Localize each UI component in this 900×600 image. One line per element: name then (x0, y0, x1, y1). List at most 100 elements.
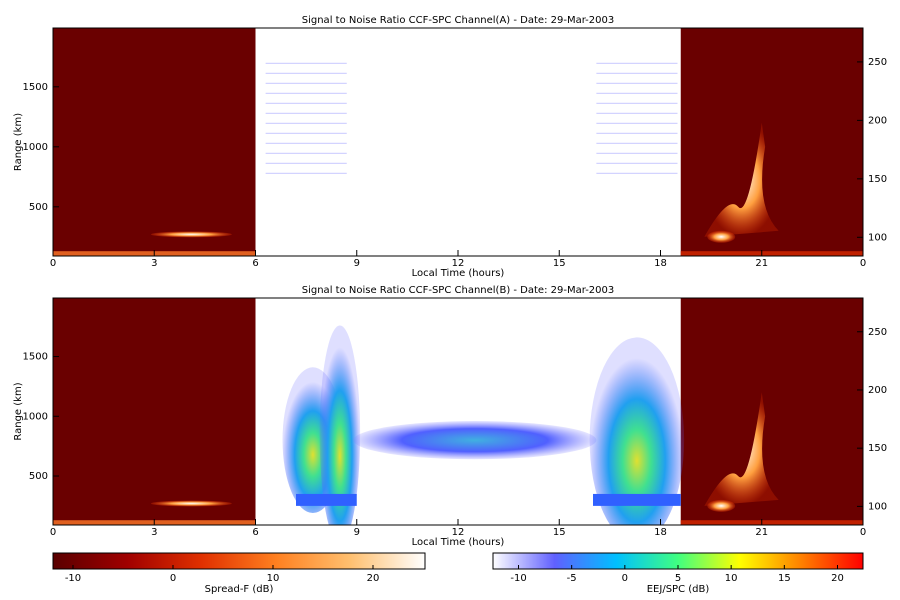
colorbar-fill (52, 552, 426, 570)
colorbar-tick-label: 10 (725, 573, 738, 584)
faint-echo (596, 122, 678, 124)
x-axis-label: Local Time (hours) (412, 537, 505, 548)
x-tick-label: 21 (755, 258, 768, 269)
faint-echo (596, 72, 678, 74)
bottom-layer (593, 493, 681, 506)
x-axis-label: Local Time (hours) (412, 268, 505, 279)
y-tick-label: 1000 (23, 411, 48, 422)
colorbar-tick-label: -5 (567, 573, 577, 584)
y2-tick-label: 150 (868, 443, 887, 454)
faint-echo (596, 132, 678, 134)
image (53, 298, 863, 525)
faint-echo (596, 112, 678, 114)
faint-echo (265, 122, 347, 124)
colorbar-tick-label: 0 (622, 573, 628, 584)
faint-echo (265, 102, 347, 104)
image (53, 28, 863, 256)
faint-echo (265, 172, 347, 174)
faint-echo (596, 92, 678, 94)
x-tick-label: 0 (50, 527, 56, 538)
evening-echo (704, 392, 779, 506)
x-tick-label: 3 (151, 258, 157, 269)
faint-echo (265, 72, 347, 74)
y-tick-label: 1000 (23, 142, 48, 153)
y2-tick-label: 100 (868, 501, 887, 512)
x-tick-label: 9 (354, 258, 360, 269)
colorbar-tick-label: 15 (778, 573, 791, 584)
panel: Signal to Noise Ratio CCF-SPC Channel(B)… (13, 285, 887, 548)
x-tick-label: 0 (50, 258, 56, 269)
y2-tick-label: 250 (868, 57, 887, 68)
y2-tick-label: 200 (868, 115, 887, 126)
colorbar-tick-label: -10 (65, 573, 81, 584)
x-tick-label: 15 (553, 527, 566, 538)
colorbar-tick-label: 20 (831, 573, 844, 584)
spread-f-region (53, 298, 256, 525)
y2-tick-label: 200 (868, 385, 887, 396)
colorbar-tick-label: -10 (510, 573, 526, 584)
title: Signal to Noise Ratio CCF-SPC Channel(A)… (302, 15, 614, 26)
x-tick-label: 9 (354, 527, 360, 538)
faint-echo (265, 132, 347, 134)
x-tick-label: 18 (654, 258, 667, 269)
title: Signal to Noise Ratio CCF-SPC Channel(B)… (302, 285, 615, 296)
spread-f-region (680, 28, 863, 256)
layer (353, 421, 597, 460)
faint-echo (596, 152, 678, 154)
echo-streak (150, 231, 232, 238)
colorbar-tick-label: 10 (267, 573, 280, 584)
faint-echo (596, 62, 678, 64)
faint-echo (265, 92, 347, 94)
colorbar-tick-label: 20 (367, 573, 380, 584)
x-tick-label: 6 (252, 258, 258, 269)
spread-f-region (680, 298, 863, 525)
bottom-layer (296, 493, 357, 506)
faint-echo (596, 162, 678, 164)
x-tick-label: 3 (151, 527, 157, 538)
colorbar: -10 0 10 20 Spread-F (dB) (52, 552, 426, 595)
x-tick-label: 15 (553, 258, 566, 269)
plume (589, 337, 685, 525)
evening-echo (707, 499, 736, 512)
y2-tick-label: 150 (868, 174, 887, 185)
colorbar-tick-label: 0 (170, 573, 176, 584)
y-tick-label: 500 (29, 202, 48, 213)
faint-echo (596, 172, 678, 174)
x-tick-label: 18 (654, 527, 667, 538)
y2-tick-label: 250 (868, 327, 887, 338)
echo-streak (150, 500, 232, 507)
y-tick-label: 1500 (23, 82, 48, 93)
faint-echo (596, 142, 678, 144)
plume (319, 325, 361, 525)
faint-echo (596, 102, 678, 104)
evening-echo (707, 230, 736, 243)
ground-echo (680, 520, 863, 525)
faint-echo (265, 152, 347, 154)
y-tick-label: 1500 (23, 352, 48, 363)
y-axis-label: Range (km) (13, 382, 24, 440)
faint-echo (596, 82, 678, 84)
colorbar-tick-label: 5 (675, 573, 681, 584)
x-tick-label: 12 (452, 258, 465, 269)
faint-echo (265, 112, 347, 114)
x-tick-label: 6 (252, 527, 258, 538)
colorbar: -10 -5 0 5 10 15 20 EEJ/SPC (dB) (492, 552, 864, 595)
faint-echo (265, 82, 347, 84)
panel: Signal to Noise Ratio CCF-SPC Channel(A)… (13, 15, 887, 279)
faint-echo (265, 142, 347, 144)
colorbar-label: EEJ/SPC (dB) (647, 584, 710, 595)
y-axis-label: Range (km) (13, 113, 24, 171)
spread-f-region (53, 28, 256, 256)
y-tick-label: 500 (29, 471, 48, 482)
faint-echo (265, 62, 347, 64)
evening-echo (704, 122, 779, 237)
x-tick-label: 21 (755, 527, 768, 538)
x-tick-label: 0 (860, 527, 866, 538)
x-tick-label: 12 (452, 527, 465, 538)
x-tick-label: 0 (860, 258, 866, 269)
y2-tick-label: 100 (868, 232, 887, 243)
faint-echo (265, 162, 347, 164)
ground-echo (680, 251, 863, 256)
colorbar-label: Spread-F (dB) (205, 584, 274, 595)
